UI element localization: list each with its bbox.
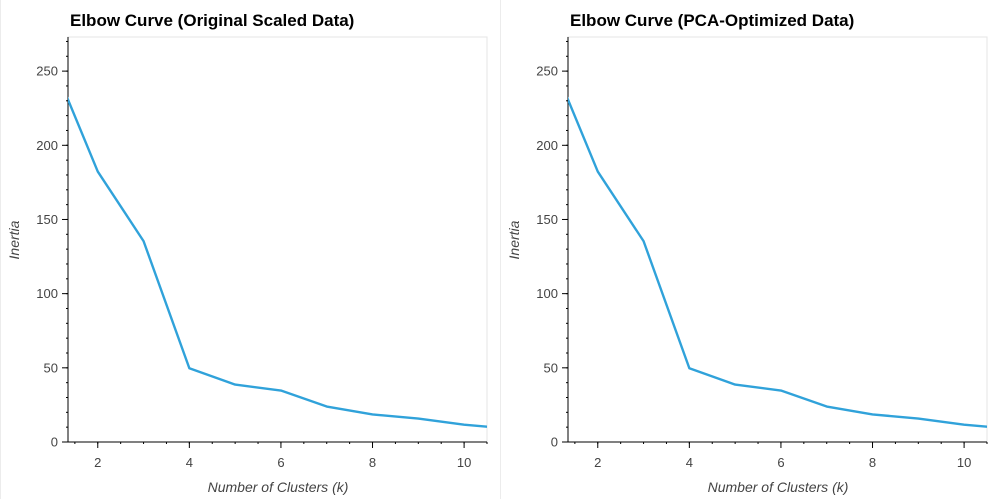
y-tick-label: 150 [536,212,558,227]
y-tick-label: 0 [551,435,558,450]
elbow-chart-pca: Elbow Curve (PCA-Optimized Data) 0 50 100 1… [506,11,988,495]
page-edge [0,0,1,499]
elbow-chart-original: Elbow Curve (Original Scaled Data) 0 50 10… [6,11,488,495]
y-tick-label: 250 [36,64,58,79]
series-layer [68,96,487,428]
x-tick-label: 10 [457,455,471,470]
x-tick-label: 2 [94,455,101,470]
x-tick-label: 4 [686,455,693,470]
y-tick-label: 250 [536,64,558,79]
plot-area [567,36,988,443]
y-tick-label: 50 [44,360,58,375]
plot-area [67,36,488,443]
elbow-chart-original-panel: Elbow Curve (Original Scaled Data) 0 50 10… [6,11,488,495]
x-tick-label: 6 [777,455,784,470]
chart-title: Elbow Curve (Original Scaled Data) [70,11,354,30]
inertia-line [68,96,487,428]
x-tick-label: 6 [277,455,284,470]
y-tick-label: 200 [36,138,58,153]
chart-title: Elbow Curve (PCA-Optimized Data) [570,11,854,30]
x-axis-label: Number of Clusters (k) [208,479,349,495]
y-tick-label: 50 [544,360,558,375]
x-tick-label: 2 [594,455,601,470]
y-tick-label: 150 [36,212,58,227]
elbow-chart-pca-panel: Elbow Curve (PCA-Optimized Data) 0 50 100 1… [500,0,1000,499]
panel-divider [500,0,501,499]
x-tick-label: 4 [186,455,193,470]
y-tick-label: 200 [536,138,558,153]
y-tick-label: 100 [36,286,58,301]
y-axis: 0 50 100 150 200 250 [36,37,69,450]
x-axis: 2 4 6 8 10 [568,441,988,470]
y-tick-label: 100 [536,286,558,301]
y-axis-label: Inertia [506,220,522,259]
inertia-line [568,96,987,428]
y-axis: 0 50 100 150 200 250 [536,37,569,450]
x-tick-label: 10 [957,455,971,470]
x-tick-label: 8 [369,455,376,470]
series-layer [568,96,987,428]
x-axis-label: Number of Clusters (k) [708,479,849,495]
y-axis-label: Inertia [6,220,22,259]
y-tick-label: 0 [51,435,58,450]
x-tick-label: 8 [869,455,876,470]
x-axis: 2 4 6 8 10 [68,441,488,470]
